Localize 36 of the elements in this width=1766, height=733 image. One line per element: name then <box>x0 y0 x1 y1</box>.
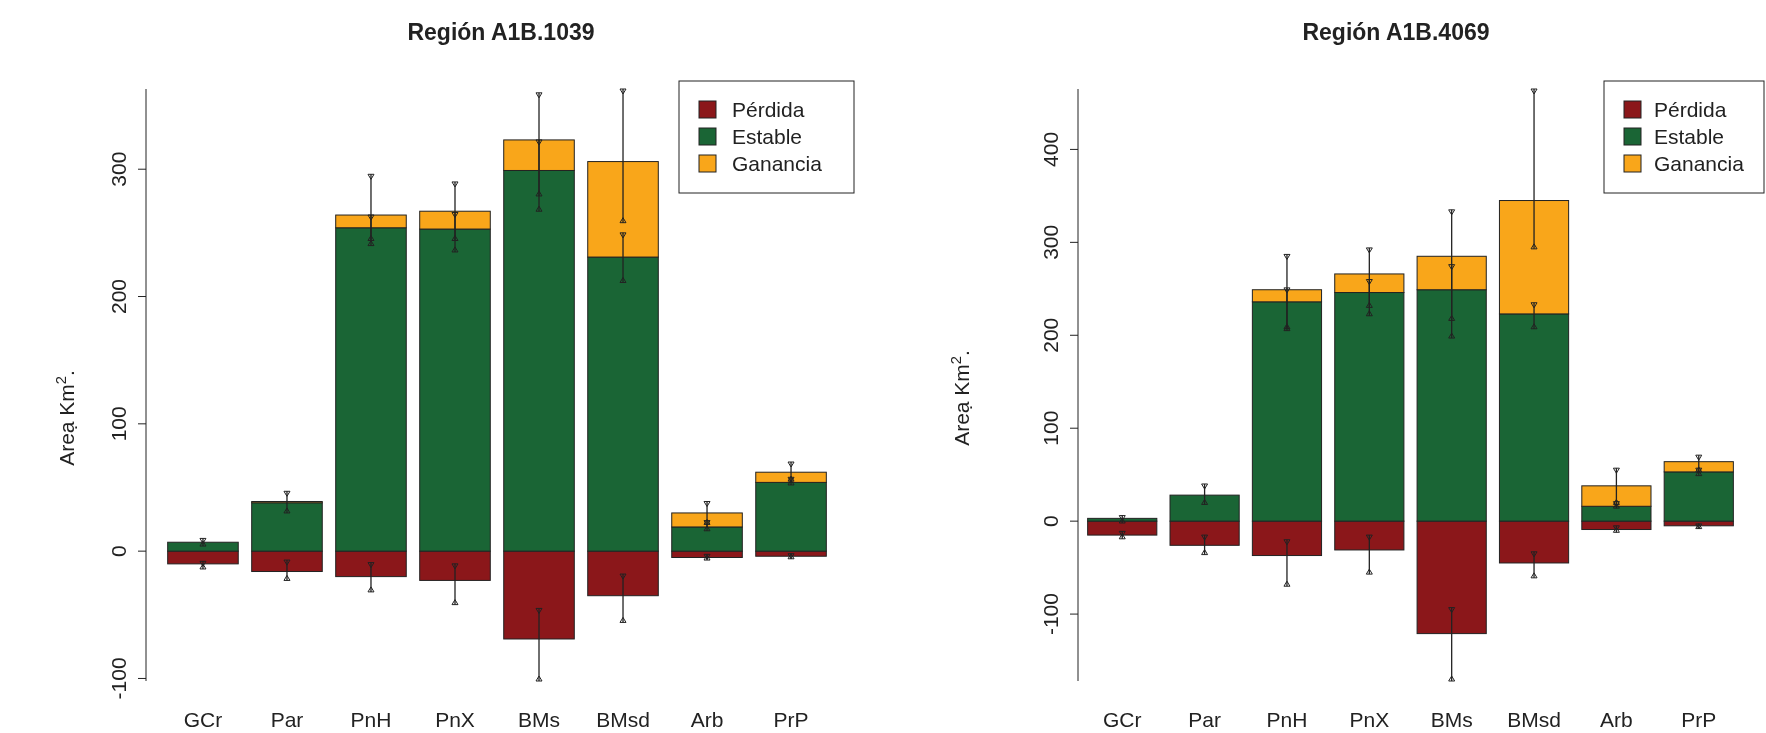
bar <box>1087 520 1158 536</box>
y-tick-label: 200 <box>1039 317 1062 353</box>
x-tick-label: BMs <box>518 708 561 731</box>
legend-label: Estable <box>1654 125 1725 148</box>
x-tick-label: Arb <box>1600 708 1633 731</box>
y-tick-label: 0 <box>107 545 130 557</box>
x-tick-label: BMsd <box>1507 708 1561 731</box>
x-tick-label: Par <box>1188 708 1221 731</box>
legend-label: Ganancia <box>732 152 823 175</box>
y-tick-label: 300 <box>1039 224 1062 260</box>
y-tick-label: 300 <box>107 151 130 187</box>
legend-label: Estable <box>732 125 803 148</box>
x-tick-label: PnH <box>350 708 392 731</box>
y-tick-label: 400 <box>1039 131 1062 167</box>
x-tick-label: Arb <box>690 708 724 731</box>
x-tick-label: GCr <box>1102 708 1142 731</box>
x-tick-label: Par <box>270 708 304 731</box>
x-tick-label: PnH <box>1266 708 1308 731</box>
y-tick-label: 100 <box>107 406 130 442</box>
legend-label: Pérdida <box>1654 98 1727 121</box>
legend-label: Ganancia <box>1654 152 1745 175</box>
y-tick-label: -100 <box>107 657 130 700</box>
chart-title: Región A1B.1039 <box>407 19 595 45</box>
y-tick-label: 200 <box>107 278 130 315</box>
x-tick-label: PnX <box>1349 708 1390 731</box>
y-tick-label: 0 <box>1039 515 1062 527</box>
x-tick-label: PrP <box>1681 708 1717 731</box>
x-tick-label: PnX <box>435 708 475 731</box>
x-tick-label: PrP <box>773 708 809 731</box>
y-tick-label: -100 <box>1039 593 1062 636</box>
x-tick-label: BMs <box>1430 708 1473 731</box>
x-tick-label: BMsd <box>596 708 650 731</box>
y-tick-label: 100 <box>1039 410 1062 446</box>
x-tick-label: GCr <box>183 708 223 731</box>
chart-title: Región A1B.4069 <box>1302 19 1490 45</box>
legend-label: Pérdida <box>732 98 805 121</box>
